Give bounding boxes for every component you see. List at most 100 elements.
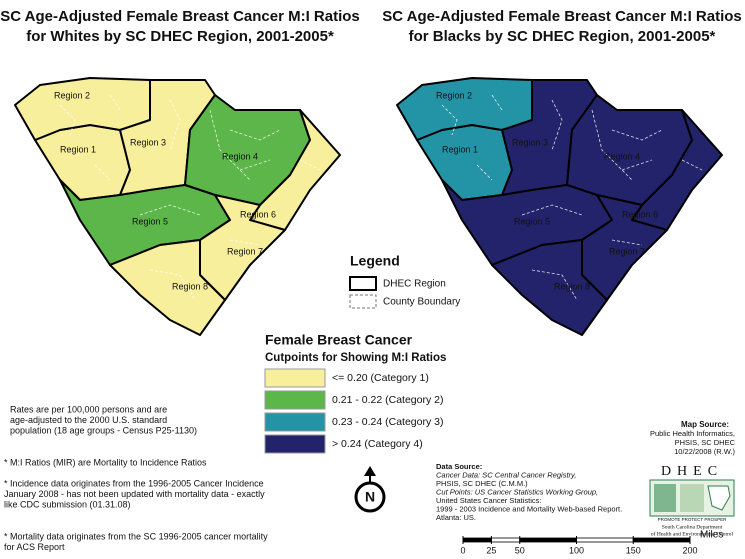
category-label: 0.23 - 0.24 (Category 3): [332, 416, 443, 428]
region: [581, 194, 668, 301]
scale-label: 150: [626, 545, 641, 555]
map-source: 10/22/2008 (R.W.): [674, 447, 735, 456]
scale-label: 50: [515, 545, 525, 555]
legend-item: County Boundary: [383, 297, 460, 308]
legend-title: Legend: [350, 253, 400, 269]
category-swatch: [264, 434, 326, 454]
north-label: N: [365, 489, 375, 505]
region-label: Region 4: [604, 151, 640, 161]
data-source: Cut Points: US Cancer Statistics Working…: [436, 487, 598, 496]
county-boundary: [109, 94, 121, 111]
data-source: United States Cancer Statistics:: [436, 496, 541, 505]
region-label: Region 5: [132, 216, 168, 226]
category-swatch: [264, 390, 326, 410]
region: [109, 239, 226, 336]
note: * Mortality data originates from the SC …: [4, 531, 268, 541]
category-label: <= 0.20 (Category 1): [332, 372, 429, 384]
county-boundary: [169, 99, 181, 151]
logo: [649, 479, 735, 517]
map: [14, 77, 341, 336]
data-source: Data Source:: [436, 462, 482, 471]
county-boundary: [239, 159, 271, 171]
region-label: Region 3: [130, 137, 166, 147]
cutpoints-title: Female Breast Cancer: [265, 332, 413, 348]
county-boundary: [491, 94, 503, 111]
region-label: Region 7: [609, 246, 645, 256]
county-boundary: [229, 129, 281, 141]
county-boundary: [521, 204, 583, 216]
region: [34, 124, 131, 201]
scale-segment: [490, 537, 521, 543]
logo-name: DHEC: [661, 464, 723, 479]
county-boundary: [441, 104, 458, 136]
category-swatch: [264, 412, 326, 432]
map-title: SC Age-Adjusted Female Breast Cancer M:I…: [382, 8, 742, 25]
note: Rates are per 100,000 persons and are: [10, 404, 167, 414]
note: like CDC submission (01.31.08): [4, 499, 131, 509]
map-title: for Whites by SC DHEC Region, 2001-2005*: [26, 28, 334, 45]
note: age-adjusted to the 2000 U.S. standard: [10, 415, 167, 425]
county-boundary: [551, 99, 563, 151]
cutpoints-subtitle: Cutpoints for Showing M:I Ratios: [265, 352, 446, 364]
county-boundary: [681, 159, 703, 171]
county-boundary: [611, 129, 663, 141]
note: * Incidence data originates from the 199…: [4, 478, 264, 488]
county-boundary: [209, 109, 251, 181]
map-source: Map Source:: [681, 420, 729, 429]
legend-swatch: [349, 294, 377, 309]
category-label: > 0.24 (Category 4): [332, 438, 423, 450]
logo-agency: South Carolina Department: [662, 524, 723, 530]
map: [396, 77, 723, 336]
data-source: PHSIS, SC DHEC (C.M.M.): [436, 479, 528, 488]
scale-segment: [462, 537, 492, 543]
region-label: Region 8: [554, 281, 590, 291]
note: * M:I Ratios (MIR) are Mortality to Inci…: [4, 457, 207, 467]
region-label: Region 6: [622, 209, 658, 219]
note: for ACS Report: [4, 542, 65, 552]
logo-motto: PROMOTE PROTECT PROSPER: [658, 517, 727, 522]
region: [416, 124, 513, 201]
map-source: Public Health Informatics,: [650, 429, 735, 438]
scale-segment: [632, 537, 691, 543]
data-source: 1999 - 2003 Incidence and Mortality Web-…: [436, 504, 622, 513]
map-source: PHSIS, SC DHEC: [675, 438, 736, 447]
county-boundary: [149, 269, 196, 301]
scale-segment: [576, 537, 634, 543]
county-boundary: [229, 239, 261, 246]
county-boundary: [591, 109, 633, 181]
scale-segment: [519, 537, 577, 543]
region-label: Region 2: [436, 90, 472, 100]
county-boundary: [531, 269, 578, 301]
county-boundary: [139, 204, 201, 216]
region-label: Region 3: [512, 137, 548, 147]
category-label: 0.21 - 0.22 (Category 2): [332, 394, 443, 406]
scale-label: 0: [460, 545, 465, 555]
scale-label: 200: [682, 545, 697, 555]
scale-unit: Miles: [700, 530, 723, 541]
region-label: Region 8: [172, 281, 208, 291]
note: January 2008 - has not been updated with…: [4, 489, 265, 499]
region-label: Region 5: [514, 216, 550, 226]
logo-agency: of Health and Environmental Control: [651, 530, 734, 537]
data-source: Cancer Data: SC Central Cancer Registry,: [436, 470, 576, 479]
region: [491, 239, 608, 336]
region-label: Region 6: [240, 209, 276, 219]
scale-label: 100: [569, 545, 584, 555]
map-title: for Blacks by SC DHEC Region, 2001-2005*: [409, 28, 716, 45]
region-label: Region 2: [54, 90, 90, 100]
region: [199, 194, 286, 301]
county-boundary: [299, 159, 321, 171]
data-source: Atlanta: US.: [436, 513, 476, 522]
region-label: Region 1: [442, 144, 478, 154]
region-label: Region 4: [222, 151, 258, 161]
county-boundary: [611, 239, 643, 246]
legend-swatch: [349, 276, 377, 291]
region-label: Region 1: [60, 144, 96, 154]
county-boundary: [59, 104, 76, 136]
county-boundary: [621, 159, 653, 171]
county-boundary: [476, 164, 493, 181]
note: population (18 age groups - Census P25-1…: [10, 425, 197, 435]
north-arrow: [354, 466, 386, 513]
map-title: SC Age-Adjusted Female Breast Cancer M:I…: [0, 8, 360, 25]
